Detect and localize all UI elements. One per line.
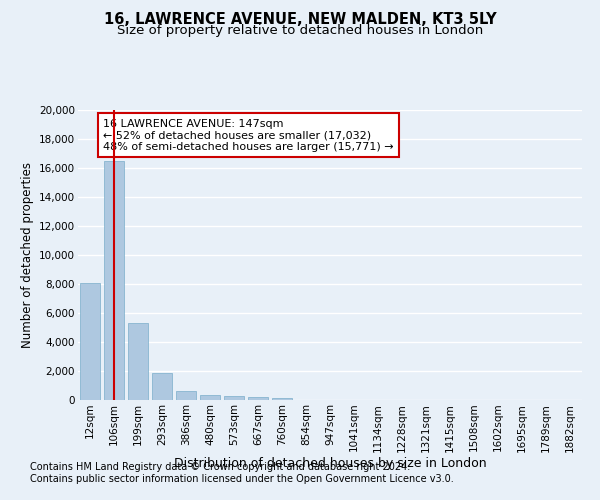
X-axis label: Distribution of detached houses by size in London: Distribution of detached houses by size … — [173, 457, 487, 470]
Bar — [80, 282, 100, 400]
Text: Contains public sector information licensed under the Open Government Licence v3: Contains public sector information licen… — [30, 474, 454, 484]
Text: 16 LAWRENCE AVENUE: 147sqm
← 52% of detached houses are smaller (17,032)
48% of : 16 LAWRENCE AVENUE: 147sqm ← 52% of deta… — [103, 118, 394, 152]
Text: Size of property relative to detached houses in London: Size of property relative to detached ho… — [117, 24, 483, 37]
Text: Contains HM Land Registry data © Crown copyright and database right 2024.: Contains HM Land Registry data © Crown c… — [30, 462, 410, 472]
Bar — [248, 397, 268, 400]
Bar — [152, 373, 172, 400]
Bar — [176, 390, 196, 400]
Bar — [128, 323, 148, 400]
Bar — [104, 161, 124, 400]
Bar — [200, 395, 220, 400]
Text: 16, LAWRENCE AVENUE, NEW MALDEN, KT3 5LY: 16, LAWRENCE AVENUE, NEW MALDEN, KT3 5LY — [104, 12, 496, 28]
Bar — [224, 396, 244, 400]
Y-axis label: Number of detached properties: Number of detached properties — [20, 162, 34, 348]
Bar — [272, 398, 292, 400]
